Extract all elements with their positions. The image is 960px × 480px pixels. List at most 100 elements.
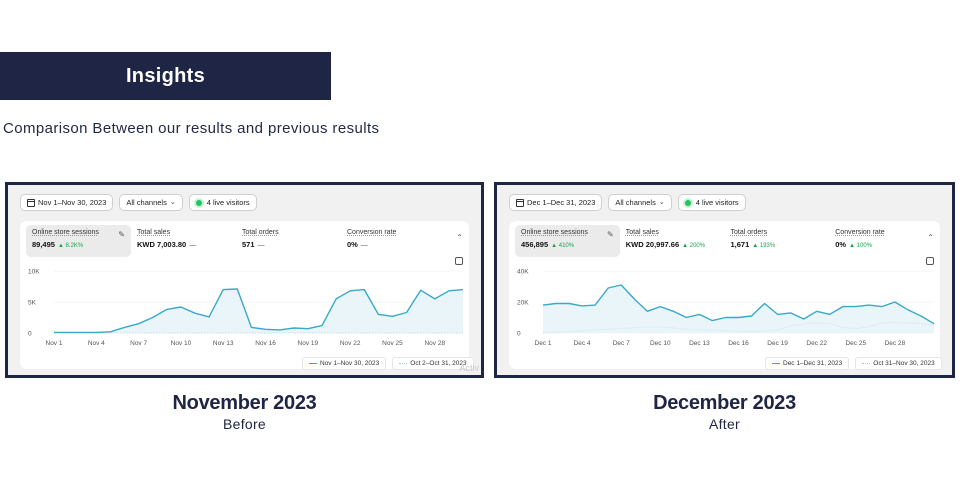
- live-visitors-button[interactable]: 4 live visitors: [188, 194, 257, 211]
- after-metrics-card: Online store sessions 456,895 ▲ 410% ✎ To…: [509, 221, 942, 370]
- metric-conversion[interactable]: Conversion rate 0% ▲ 100%: [829, 225, 934, 257]
- live-dot-icon: [195, 199, 202, 206]
- live-visitors-button[interactable]: 4 live visitors: [677, 194, 746, 211]
- before-legend: Nov 1–Nov 30, 2023 Oct 2–Oct 31, 2023: [302, 357, 474, 370]
- metric-change: —: [257, 242, 265, 249]
- date-range-button[interactable]: Dec 1–Dec 31, 2023: [509, 194, 603, 211]
- channels-dropdown[interactable]: All channels ⌄: [608, 194, 672, 211]
- metric-value: 0% —: [347, 240, 368, 249]
- live-dot-icon: [684, 199, 691, 206]
- y-tick-label: 10K: [28, 269, 40, 276]
- series-line-current: [542, 284, 935, 325]
- date-range-label: Dec 1–Dec 31, 2023: [527, 198, 596, 207]
- channels-label: All channels: [615, 198, 656, 207]
- x-tick-label: Dec 16: [728, 340, 749, 347]
- x-tick-label: Nov 10: [171, 340, 192, 347]
- y-tick-label: 40K: [517, 269, 529, 276]
- chevron-down-icon: ⌄: [169, 199, 176, 206]
- series-line-current: [54, 288, 464, 334]
- insights-banner: Insights: [0, 52, 331, 100]
- date-range-button[interactable]: Nov 1–Nov 30, 2023: [20, 194, 114, 211]
- metric-orders[interactable]: Total orders 1,671 ▲ 193%: [725, 225, 830, 257]
- x-tick-label: Nov 22: [340, 340, 361, 347]
- legend-current[interactable]: Dec 1–Dec 31, 2023: [765, 357, 850, 370]
- x-tick-label: Nov 4: [88, 340, 105, 347]
- x-tick-label: Dec 13: [689, 340, 710, 347]
- metric-label: Total sales: [625, 229, 659, 236]
- pencil-icon[interactable]: ✎: [118, 230, 125, 239]
- metric-label: Total orders: [730, 229, 768, 236]
- x-tick-label: Dec 7: [613, 340, 630, 347]
- metric-conversion[interactable]: Conversion rate 0% —: [341, 225, 446, 257]
- after-screenshot-frame: Dec 1–Dec 31, 2023 All channels ⌄ 4 live…: [494, 182, 955, 378]
- after-sessions-chart: 40K 20K 0 Dec 1 Dec 4 Dec 7 Dec 10 Dec 13 Dec 16…: [517, 269, 935, 347]
- after-caption: December 2023 After: [494, 392, 955, 432]
- legend-previous[interactable]: Oct 2–Oct 31, 2023: [392, 357, 474, 370]
- before-caption: November 2023 Before: [5, 392, 484, 432]
- legend-current[interactable]: Nov 1–Nov 30, 2023: [302, 357, 387, 370]
- chevron-up-icon[interactable]: ⌃: [927, 233, 934, 242]
- after-caption-subtitle: After: [708, 416, 741, 432]
- metric-label: Online store sessions: [521, 229, 588, 236]
- y-tick-label: 20K: [517, 300, 529, 307]
- metric-value: KWD 20,997.66 ▲ 200%: [625, 240, 706, 249]
- metric-sales[interactable]: Total sales KWD 20,997.66 ▲ 200%: [620, 225, 725, 257]
- series-area-current: [543, 285, 934, 333]
- x-tick-label: Nov 16: [255, 340, 276, 347]
- metric-label: Online store sessions: [32, 229, 99, 236]
- chart-settings-icon[interactable]: [455, 257, 463, 265]
- before-metrics-card: Online store sessions 89,495 ▲ 8.2K% ✎ To…: [20, 221, 474, 370]
- metric-label: Conversion rate: [347, 229, 397, 236]
- after-analytics-screenshot: Dec 1–Dec 31, 2023 All channels ⌄ 4 live…: [497, 185, 952, 375]
- x-tick-label: Dec 19: [767, 340, 788, 347]
- metric-change: ▲ 200%: [682, 243, 706, 249]
- x-tick-label: Nov 7: [130, 340, 147, 347]
- metric-label: Conversion rate: [835, 229, 885, 236]
- live-visitors-label: 4 live visitors: [206, 198, 250, 207]
- before-screenshot-frame: Nov 1–Nov 30, 2023 All channels ⌄ 4 live…: [5, 182, 484, 378]
- pencil-icon[interactable]: ✎: [607, 230, 614, 239]
- metric-sales[interactable]: Total sales KWD 7,003.80—: [131, 225, 236, 257]
- after-legend: Dec 1–Dec 31, 2023 Oct 31–Nov 30, 2023: [765, 357, 942, 370]
- x-tick-label: Dec 4: [574, 340, 591, 347]
- live-visitors-label: 4 live visitors: [695, 198, 739, 207]
- before-caption-title: November 2023: [172, 392, 317, 414]
- metric-label: Total sales: [137, 229, 171, 236]
- chevron-up-icon[interactable]: ⌃: [456, 233, 463, 242]
- metric-sessions[interactable]: Online store sessions 89,495 ▲ 8.2K% ✎: [26, 225, 131, 257]
- y-tick-label: 0: [517, 331, 521, 338]
- watermark-text: Activ: [459, 363, 479, 373]
- chevron-down-icon: ⌄: [658, 199, 665, 206]
- after-caption-title: December 2023: [653, 392, 796, 414]
- metric-value: 89,495 ▲ 8.2K%: [32, 240, 84, 249]
- metric-change: ▲ 410%: [551, 243, 575, 249]
- metric-value: 571—: [242, 240, 265, 249]
- metric-value: 1,671 ▲ 193%: [730, 240, 776, 249]
- channels-dropdown[interactable]: All channels ⌄: [119, 194, 183, 211]
- chart-settings-icon[interactable]: [926, 257, 934, 265]
- metric-change: ▲ 8.2K%: [57, 243, 84, 249]
- metric-orders[interactable]: Total orders 571—: [236, 225, 341, 257]
- series-area-current: [54, 289, 463, 333]
- date-range-label: Nov 1–Nov 30, 2023: [38, 198, 107, 207]
- x-tick-label: Dec 10: [650, 340, 671, 347]
- metric-change: —: [189, 242, 197, 249]
- x-tick-label: Dec 22: [806, 340, 827, 347]
- metric-change: —: [360, 242, 368, 249]
- metric-value: 456,895 ▲ 410%: [521, 240, 575, 249]
- x-tick-label: Dec 28: [885, 340, 906, 347]
- metric-value: KWD 7,003.80—: [137, 240, 197, 249]
- after-toolbar: Dec 1–Dec 31, 2023 All channels ⌄ 4 live…: [509, 194, 746, 211]
- x-tick-label: Nov 13: [213, 340, 234, 347]
- calendar-icon: [27, 198, 35, 207]
- x-tick-label: Dec 25: [845, 340, 866, 347]
- x-tick-label: Nov 25: [382, 340, 403, 347]
- legend-previous[interactable]: Oct 31–Nov 30, 2023: [855, 357, 942, 370]
- metrics-row: Online store sessions 456,895 ▲ 410% ✎ To…: [515, 225, 934, 257]
- metric-sessions[interactable]: Online store sessions 456,895 ▲ 410% ✎: [515, 225, 620, 257]
- y-tick-label: 5K: [28, 300, 37, 307]
- metrics-row: Online store sessions 89,495 ▲ 8.2K% ✎ To…: [26, 225, 463, 257]
- metric-change: ▲ 100%: [849, 243, 873, 249]
- x-tick-label: Nov 19: [298, 340, 319, 347]
- metric-change: ▲ 193%: [752, 243, 776, 249]
